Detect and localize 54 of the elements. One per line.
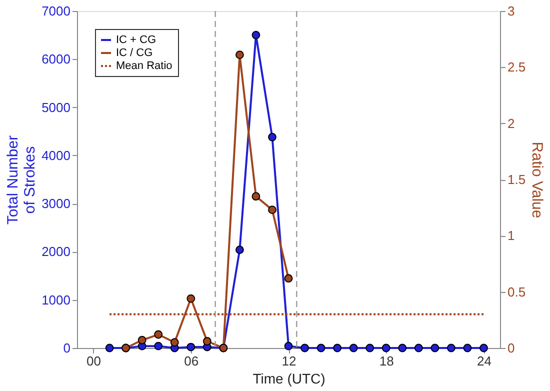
y-tick-label: 5000 <box>42 100 70 115</box>
point <box>154 330 163 339</box>
point <box>186 294 196 303</box>
y2-tick-label: 0 <box>508 340 515 356</box>
legend-label: IC + CG <box>116 34 156 46</box>
y-tick-label: 1000 <box>42 292 70 308</box>
y2-tick-label: 2.5 <box>508 60 526 75</box>
point <box>138 336 146 344</box>
point <box>366 344 374 352</box>
point <box>430 344 440 352</box>
point <box>235 50 244 60</box>
point <box>463 344 472 352</box>
point <box>300 344 309 352</box>
y2-tick-label: 1.5 <box>508 172 526 187</box>
y2-axis-title: Ratio Value <box>528 142 546 218</box>
y2-tick-label: 0.5 <box>508 284 526 300</box>
y-tick-label: 7000 <box>42 4 70 18</box>
point <box>252 30 260 40</box>
point <box>382 344 390 352</box>
y2-tick-label: 1 <box>508 228 515 244</box>
point <box>414 344 423 352</box>
point <box>349 344 358 352</box>
y-tick-label: 6000 <box>42 52 70 67</box>
legend-label: IC / CG <box>116 47 153 59</box>
x-tick-label: 12 <box>282 354 296 368</box>
x-tick-label: 24 <box>476 354 492 368</box>
point <box>333 344 342 352</box>
point <box>202 337 212 346</box>
point <box>284 342 293 350</box>
point <box>105 344 114 352</box>
y-axis-title: Total Number of Strokes <box>4 135 39 225</box>
y-tick-label: 0 <box>63 340 70 356</box>
point <box>186 342 196 352</box>
x-tick-label: 18 <box>379 354 394 368</box>
x-axis-title: Time (UTC) <box>252 370 326 386</box>
point <box>252 192 260 201</box>
point <box>316 344 326 352</box>
point <box>235 246 244 254</box>
legend-label: Mean Ratio <box>116 60 172 72</box>
y2-tick-label: 2 <box>508 116 515 131</box>
point <box>446 344 456 352</box>
point <box>284 274 293 283</box>
y-tick-label: 3000 <box>42 196 70 212</box>
y-tick-label: 2000 <box>42 244 70 260</box>
point <box>170 338 179 347</box>
point <box>154 342 163 350</box>
point <box>268 132 276 142</box>
x-tick-label: 06 <box>184 354 199 368</box>
x-tick-label: 00 <box>86 354 102 368</box>
point <box>480 344 488 352</box>
point <box>268 206 276 214</box>
y2-tick-label: 3 <box>508 4 515 18</box>
point <box>398 344 407 352</box>
y-tick-label: 4000 <box>42 148 70 163</box>
